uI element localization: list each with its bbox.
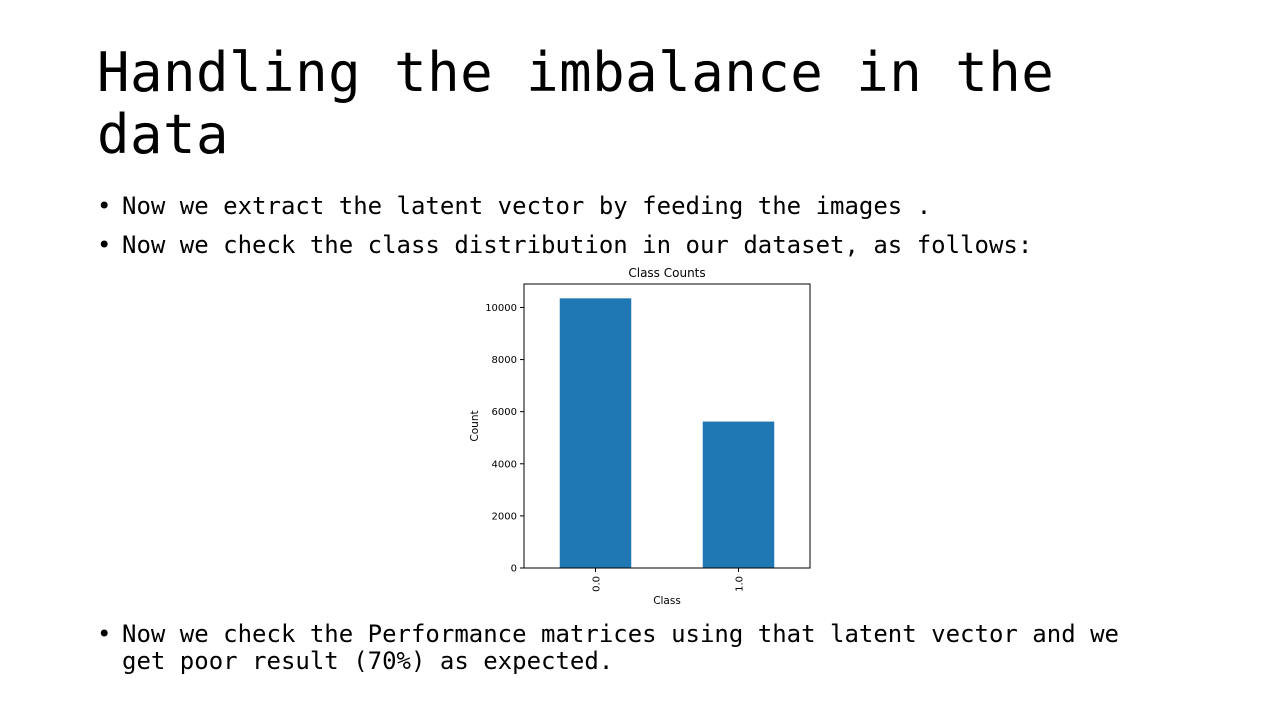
slide-title: Handling the imbalance in the data	[97, 41, 1055, 166]
bullet-dot: •	[97, 620, 112, 648]
y-tick-label: 8000	[492, 355, 517, 366]
bullet-dot: •	[97, 231, 112, 259]
x-tick-label: 0.0	[592, 576, 603, 592]
plot-frame	[523, 283, 811, 569]
bullet-text: Now we check the Performance matrices us…	[122, 620, 1119, 675]
y-tick-label: 10000	[485, 303, 517, 314]
y-tick-label: 2000	[492, 511, 517, 522]
x-tick-label: 1.0	[735, 576, 746, 592]
bullet-text: Now we extract the latent vector by feed…	[122, 192, 932, 220]
x-axis-label: Class	[653, 595, 681, 607]
y-tick-label: 0	[511, 564, 517, 575]
y-axis-label: Count	[469, 410, 481, 441]
bar-0-0	[559, 298, 632, 568]
class-counts-chart: Class Counts 0.0 1.0 0 2000 4000 6000 8000 10000…	[469, 266, 811, 607]
y-tick-label: 6000	[492, 407, 517, 418]
bullet-dot: •	[97, 192, 112, 220]
chart-title: Class Counts	[628, 266, 705, 280]
bar-1-0	[702, 421, 775, 568]
y-tick-label: 4000	[492, 459, 517, 470]
bullet-text: Now we check the class distribution in o…	[122, 231, 1033, 259]
